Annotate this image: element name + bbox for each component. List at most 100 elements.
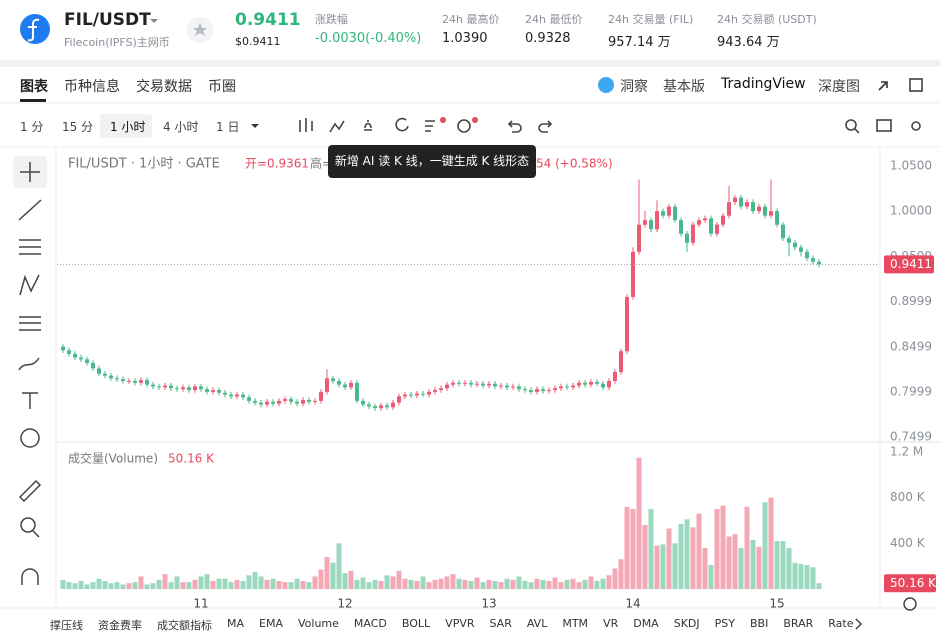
volume-bar xyxy=(462,579,468,589)
volume-bar xyxy=(786,547,792,589)
indicator[interactable]: 成交额指标 xyxy=(157,619,212,632)
volume-tag xyxy=(884,574,936,593)
window-icon[interactable] xyxy=(909,78,923,92)
y-tick-label: 0.8999 xyxy=(890,294,932,308)
interval[interactable]: 1 分 xyxy=(20,120,44,134)
scroll-right[interactable] xyxy=(855,618,863,630)
candle-body xyxy=(235,394,239,397)
indicator[interactable]: MTM xyxy=(562,617,589,630)
indicator[interactable]: 撑压线 xyxy=(50,619,83,632)
volume-bar xyxy=(132,582,138,589)
stat-value: 957.14 万 xyxy=(608,35,671,50)
candle-body xyxy=(607,381,611,388)
view-tab[interactable]: 基本版 xyxy=(663,79,705,95)
legend-high: 高= xyxy=(310,156,332,171)
volume-bar xyxy=(78,581,84,589)
indicator[interactable]: MACD xyxy=(353,617,387,630)
candle-body xyxy=(805,251,809,259)
candle-body xyxy=(685,233,689,243)
indicator[interactable]: DMA xyxy=(633,617,659,630)
indicator[interactable]: SKDJ xyxy=(673,617,700,630)
interval[interactable]: 1 小时 xyxy=(110,120,146,134)
volume-bar xyxy=(750,539,756,589)
settings-icon[interactable] xyxy=(903,597,917,611)
view-tab[interactable]: TradingView xyxy=(721,76,806,92)
volume-bar xyxy=(282,582,288,589)
interval[interactable]: 1 日 xyxy=(216,120,240,134)
indicator[interactable]: BOLL xyxy=(401,617,431,630)
indicator[interactable]: 资金费率 xyxy=(98,619,142,632)
volume-bar xyxy=(360,577,366,589)
volume-bar xyxy=(624,506,630,589)
volume-bar xyxy=(456,578,462,589)
candle-body xyxy=(769,211,773,216)
candle-body xyxy=(97,368,101,374)
indicator[interactable]: EMA xyxy=(259,617,283,630)
interval-caret[interactable] xyxy=(251,124,259,128)
indicator[interactable]: BRAR xyxy=(783,617,814,630)
volume-bar xyxy=(756,546,762,589)
separator xyxy=(0,60,940,67)
candle-body xyxy=(301,399,305,404)
volume-bar xyxy=(180,582,186,589)
volume-bar xyxy=(648,509,654,589)
view-tab[interactable]: 深度图 xyxy=(818,79,860,95)
stat-value: 1.0390 xyxy=(442,31,488,46)
candle-body xyxy=(277,400,281,404)
volume-bar xyxy=(432,579,438,589)
candle-body xyxy=(361,400,365,405)
volume-bar xyxy=(810,567,816,589)
interval[interactable]: 15 分 xyxy=(62,120,94,134)
candle-body xyxy=(91,362,95,369)
volume-bar xyxy=(186,582,192,589)
indicator[interactable]: VR xyxy=(603,617,619,630)
volume-bar xyxy=(252,571,258,589)
dropdown-caret[interactable] xyxy=(150,19,158,23)
stat-label: 24h 交易额 (USDT) xyxy=(717,13,817,26)
volume-tag-label: 50.16 K xyxy=(890,576,937,590)
interval[interactable]: 4 小时 xyxy=(163,120,199,134)
volume-bar xyxy=(816,583,822,589)
stat-label: 24h 交易量 (FIL) xyxy=(608,13,694,26)
indicator[interactable]: PSY xyxy=(714,617,735,630)
candle-body xyxy=(583,382,587,385)
volume-bar xyxy=(426,582,432,589)
volume-bar xyxy=(744,506,750,589)
indicator[interactable]: AVL xyxy=(526,617,548,630)
indicator[interactable]: Rate xyxy=(828,617,854,630)
indicator[interactable]: SAR xyxy=(489,617,512,630)
tab[interactable]: 币圈 xyxy=(208,79,236,95)
volume-bar xyxy=(792,562,798,589)
indicator[interactable]: MA xyxy=(227,617,245,630)
candle-body xyxy=(331,378,335,382)
volume-bar xyxy=(318,569,324,589)
y-tick-label: 1.0000 xyxy=(890,204,932,218)
volume-bar xyxy=(246,575,252,589)
volume-bar xyxy=(300,581,306,589)
candle-body xyxy=(115,378,119,380)
volume-bar xyxy=(516,576,522,589)
volume-bar xyxy=(408,579,414,589)
volume-bar xyxy=(660,544,666,589)
candle-body xyxy=(373,406,377,409)
indicator[interactable]: Volume xyxy=(297,617,339,630)
stat-label: 24h 最低价 xyxy=(525,13,583,26)
candle-body xyxy=(85,359,89,363)
volume-bar xyxy=(534,578,540,589)
candle-body xyxy=(313,400,317,402)
volume-bar xyxy=(630,509,636,589)
candle-body xyxy=(811,258,815,262)
candle-body xyxy=(799,247,803,252)
view-tab[interactable]: 洞察 xyxy=(620,79,648,95)
tab[interactable]: 交易数据 xyxy=(136,79,192,95)
candle-body xyxy=(451,382,455,385)
volume-bar xyxy=(438,578,444,589)
tab[interactable]: 币种信息 xyxy=(64,79,120,95)
volume-bar xyxy=(600,578,606,589)
volume-bar xyxy=(684,519,690,589)
expand-icon[interactable] xyxy=(878,81,888,91)
tab[interactable]: 图表 xyxy=(20,79,48,95)
indicator[interactable]: BBI xyxy=(749,617,769,630)
volume-tick-label: 800 K xyxy=(890,490,926,504)
indicator[interactable]: VPVR xyxy=(445,617,475,630)
